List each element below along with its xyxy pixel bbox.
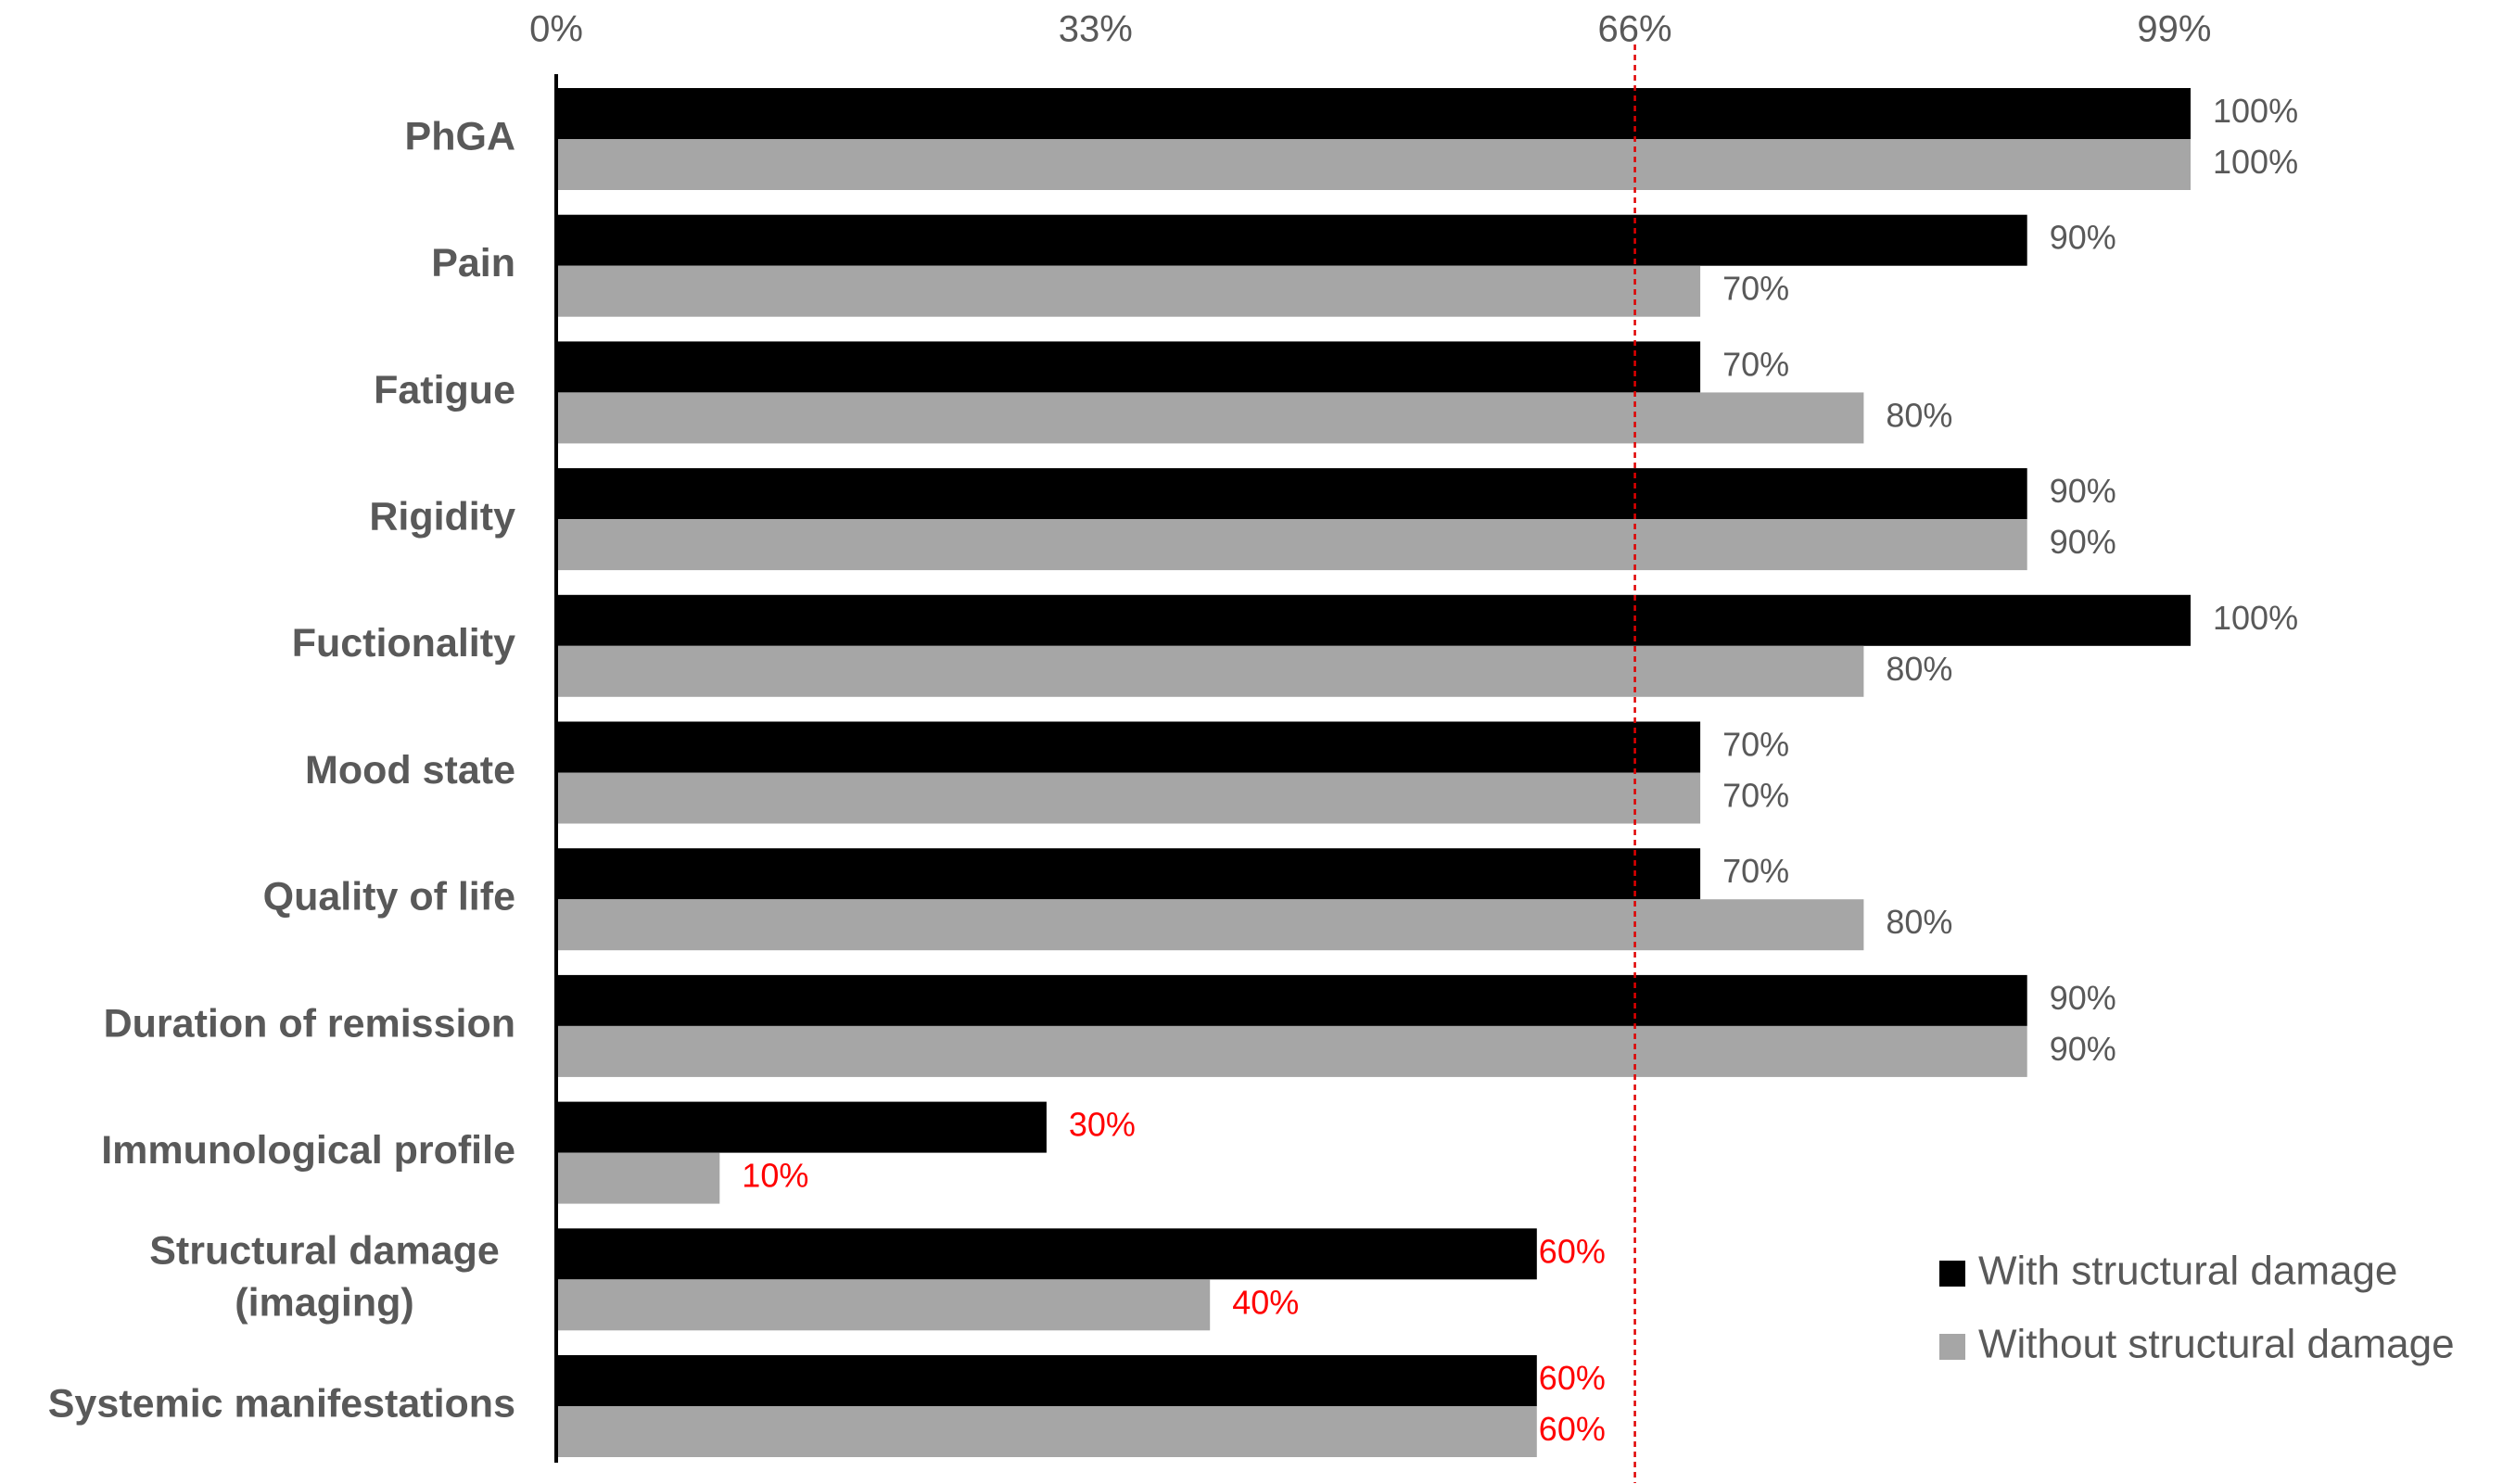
value-label-0-7: 90% <box>2050 979 2116 1017</box>
bar-0-6 <box>556 848 1701 900</box>
category-label-1: Pain <box>431 241 515 285</box>
category-label-5: Mood state <box>305 748 515 793</box>
bar-1-3 <box>556 519 2027 571</box>
category-label-3: Rigidity <box>369 494 515 539</box>
value-label-0-5: 70% <box>1722 726 1789 764</box>
value-label-0-3: 90% <box>2050 472 2116 510</box>
bar-0-9 <box>556 1228 1537 1280</box>
value-label-0-8: 30% <box>1069 1106 1136 1144</box>
category-label-0: PhGA <box>405 114 515 159</box>
value-label-1-4: 80% <box>1886 650 1952 688</box>
value-label-0-1: 90% <box>2050 219 2116 257</box>
bars <box>556 88 2191 1457</box>
x-axis-ticks: 0% 33% 66% 99% <box>529 9 2211 50</box>
value-label-0-4: 100% <box>2213 599 2298 637</box>
value-label-1-6: 80% <box>1886 903 1952 941</box>
value-label-1-5: 70% <box>1722 777 1789 815</box>
x-tick-label-3: 99% <box>2137 9 2211 50</box>
bar-0-4 <box>556 594 2191 646</box>
category-label-8: Immunological profile <box>101 1128 515 1173</box>
value-label-0-10: 60% <box>1539 1359 1606 1397</box>
value-label-1-0: 100% <box>2213 143 2298 181</box>
value-labels: 100% 100% 90% 70% 70% 80% 90% 90% 100% 80% 70% 70% 7… <box>742 92 2298 1448</box>
legend: With structural damage Without structural… <box>1939 1249 2455 1367</box>
bar-0-10 <box>556 1355 1537 1406</box>
category-label-4: Fuctionality <box>292 621 515 666</box>
bar-0-7 <box>556 974 2027 1026</box>
bar-1-1 <box>556 265 1701 317</box>
value-label-1-10: 60% <box>1539 1410 1606 1448</box>
bar-1-4 <box>556 645 1864 697</box>
bar-0-5 <box>556 721 1701 773</box>
value-label-0-0: 100% <box>2213 92 2298 130</box>
bar-1-8 <box>556 1152 720 1204</box>
x-tick-label-0: 0% <box>529 9 583 50</box>
bar-1-5 <box>556 772 1701 824</box>
bar-1-7 <box>556 1025 2027 1077</box>
value-label-1-7: 90% <box>2050 1030 2116 1068</box>
bar-1-9 <box>556 1279 1211 1331</box>
legend-swatch-1 <box>1939 1334 1965 1360</box>
x-tick-label-1: 33% <box>1059 9 1133 50</box>
bar-0-3 <box>556 468 2027 520</box>
value-label-0-6: 70% <box>1722 852 1789 890</box>
bar-0-2 <box>556 341 1701 393</box>
bar-0-1 <box>556 214 2027 266</box>
value-label-0-2: 70% <box>1722 345 1789 383</box>
value-label-0-9: 60% <box>1539 1232 1606 1270</box>
value-label-1-2: 80% <box>1886 396 1952 434</box>
legend-swatch-0 <box>1939 1261 1965 1287</box>
bar-1-10 <box>556 1406 1537 1457</box>
bar-1-2 <box>556 392 1864 444</box>
bar-1-6 <box>556 899 1864 951</box>
category-label-2: Fatigue <box>374 368 515 412</box>
category-label-9-line-0: Structural damage <box>149 1229 500 1274</box>
legend-label-0: With structural damage <box>1978 1249 2397 1294</box>
category-label-7: Duration of remission <box>104 1001 515 1046</box>
legend-label-1: Without structural damage <box>1978 1322 2455 1367</box>
value-label-1-3: 90% <box>2050 523 2116 561</box>
x-tick-label-2: 66% <box>1598 9 1672 50</box>
bar-0-8 <box>556 1101 1047 1153</box>
category-label-10: Systemic manifestations <box>48 1381 515 1426</box>
category-label-9-line-1: (imaging) <box>235 1281 413 1325</box>
bar-1-0 <box>556 139 2191 190</box>
category-labels: PhGA Pain Fatigue Rigidity Fuctionality Mood … <box>48 114 515 1426</box>
value-label-1-8: 10% <box>742 1157 808 1195</box>
value-label-1-1: 70% <box>1722 270 1789 308</box>
category-label-6: Quality of life <box>263 875 515 920</box>
value-label-1-9: 40% <box>1232 1283 1299 1321</box>
bar-0-0 <box>556 88 2191 139</box>
